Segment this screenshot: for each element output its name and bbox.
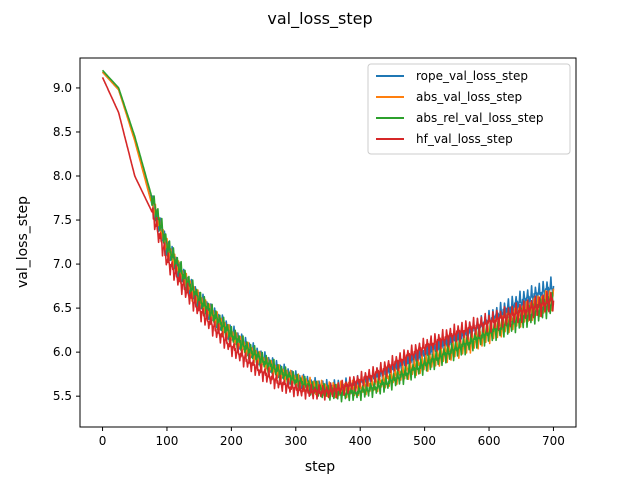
plot-frame xyxy=(79,57,577,428)
y-tick-label: 6.0 xyxy=(53,345,72,359)
legend-box xyxy=(367,63,571,155)
x-tick-label: 100 xyxy=(156,434,179,448)
legend-label: rope_val_loss_step xyxy=(416,69,528,83)
y-axis-label: val_loss_step xyxy=(15,196,31,288)
x-axis: 0 100 200 300 400 500 600 700 xyxy=(99,427,565,448)
legend-label: abs_val_loss_step xyxy=(416,90,522,104)
x-tick-label: 400 xyxy=(349,434,372,448)
series-line-abs-rel-val-loss-step xyxy=(101,69,555,403)
legend-label: hf_val_loss_step xyxy=(416,132,513,146)
y-tick-label: 8.5 xyxy=(53,125,72,139)
chart-title: val_loss_step xyxy=(267,9,372,29)
series-layer xyxy=(101,69,555,403)
x-tick-label: 300 xyxy=(284,434,307,448)
legend: rope_val_loss_step abs_val_loss_step abs_r… xyxy=(367,63,571,155)
x-tick-label: 200 xyxy=(220,434,243,448)
x-tick-label: 0 xyxy=(99,434,107,448)
y-tick-label: 7.5 xyxy=(53,213,72,227)
series-line-hf-val-loss-step xyxy=(101,77,555,401)
y-tick-label: 8.0 xyxy=(53,169,72,183)
y-axis: 5.5 6.0 6.5 7.0 7.5 8.0 8.5 9.0 xyxy=(53,81,80,403)
legend-label: abs_rel_val_loss_step xyxy=(416,111,544,125)
y-tick-label: 5.5 xyxy=(53,389,72,403)
x-tick-label: 600 xyxy=(478,434,501,448)
x-tick-label: 700 xyxy=(542,434,565,448)
y-tick-label: 9.0 xyxy=(53,81,72,95)
x-axis-label: step xyxy=(305,459,335,475)
x-tick-label: 500 xyxy=(413,434,436,448)
y-tick-label: 6.5 xyxy=(53,301,72,315)
y-tick-label: 7.0 xyxy=(53,257,72,271)
